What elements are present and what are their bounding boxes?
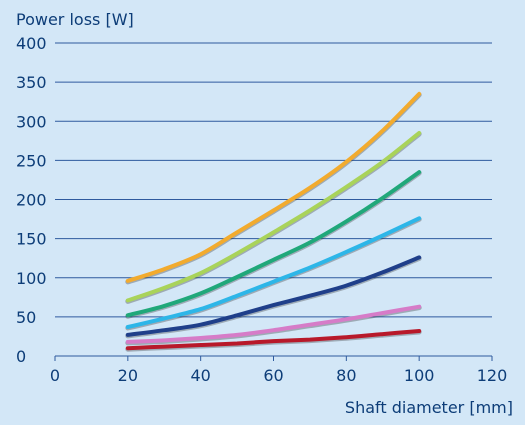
y-axis-title: Power loss [W] bbox=[16, 10, 134, 29]
tick-labels: 0 50 100 150 200 250 300 350 400 0 20 40 60 80 100 120 bbox=[16, 34, 507, 385]
x-tick-label: 20 bbox=[118, 366, 138, 385]
x-tick-label: 40 bbox=[190, 366, 210, 385]
series-line bbox=[125, 255, 422, 337]
x-tick-label: 120 bbox=[477, 366, 508, 385]
series-line bbox=[125, 304, 422, 344]
x-tick-label: 80 bbox=[336, 366, 356, 385]
y-tick-label: 400 bbox=[16, 34, 47, 53]
y-tick-label: 0 bbox=[16, 347, 26, 366]
series-line bbox=[125, 91, 422, 283]
y-tick-label: 200 bbox=[16, 191, 47, 210]
y-tick-label: 50 bbox=[16, 308, 36, 327]
y-tick-label: 250 bbox=[16, 151, 47, 170]
y-tick-label: 350 bbox=[16, 73, 47, 92]
x-tick-label: 60 bbox=[263, 366, 283, 385]
series-line-shadow bbox=[125, 92, 422, 285]
x-tick-label: 100 bbox=[404, 366, 435, 385]
series-line bbox=[125, 131, 422, 303]
series-line bbox=[125, 216, 422, 329]
series-line bbox=[125, 170, 422, 318]
y-tick-label: 150 bbox=[16, 230, 47, 249]
y-tick-label: 100 bbox=[16, 269, 47, 288]
x-axis-title: Shaft diameter [mm] bbox=[345, 398, 513, 417]
series-layer bbox=[125, 91, 422, 352]
grid bbox=[54, 42, 493, 361]
y-tick-label: 300 bbox=[16, 112, 47, 131]
series-line bbox=[125, 329, 422, 351]
series-line-shadow bbox=[125, 170, 422, 319]
x-tick-label: 0 bbox=[50, 366, 60, 385]
